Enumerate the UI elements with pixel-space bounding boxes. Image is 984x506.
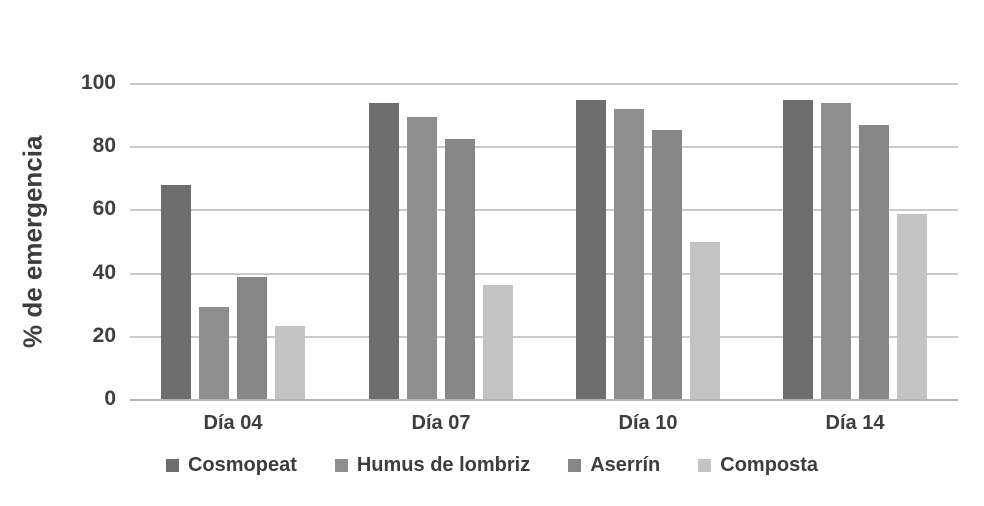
- legend-swatch-icon: [568, 459, 582, 472]
- legend-swatch-icon: [698, 459, 712, 472]
- x-axis-label: Día 10: [618, 412, 678, 434]
- gridline: [130, 335, 958, 338]
- gridline: [130, 272, 958, 275]
- bar: [237, 276, 267, 400]
- bar: [652, 129, 682, 400]
- y-tick-label: 60: [92, 197, 116, 221]
- gridline: [130, 83, 958, 85]
- bar: [407, 117, 437, 400]
- legend-item: Humus de lombriz: [334, 454, 531, 477]
- bar: [161, 185, 191, 400]
- bar: [783, 99, 813, 400]
- y-tick-label: 20: [92, 323, 116, 347]
- legend-swatch-icon: [334, 459, 348, 472]
- bar: [821, 102, 851, 400]
- legend-label: Composta: [720, 454, 819, 476]
- bar: [576, 99, 606, 400]
- legend-item: Composta: [698, 454, 818, 477]
- bar-group: [576, 84, 720, 400]
- legend-swatch-icon: [165, 459, 179, 472]
- plot-area: 0 20 40 60 80 100: [81, 71, 958, 410]
- y-tick-label: 80: [92, 134, 116, 158]
- y-tick-label: 0: [104, 387, 116, 410]
- chart-legend: Cosmopeat Humus de lombriz Aserrín Composta: [0, 454, 984, 477]
- gridline: [130, 209, 958, 212]
- x-axis-label: Día 07: [411, 412, 471, 434]
- bar-group: [783, 84, 927, 400]
- legend-label: Humus de lombriz: [356, 454, 531, 476]
- bar: [483, 284, 513, 400]
- bar: [897, 213, 927, 400]
- bar: [369, 102, 399, 400]
- y-axis-title: % de emergencia: [17, 135, 48, 349]
- bar: [690, 242, 720, 400]
- x-axis-label: Día 14: [825, 412, 885, 434]
- legend-item: Aserrín: [568, 454, 660, 477]
- bar: [275, 325, 305, 400]
- gridline: [130, 146, 958, 149]
- bar: [199, 306, 229, 400]
- bar: [445, 139, 475, 400]
- bar-group: [161, 84, 305, 400]
- y-tick-label: 100: [80, 71, 116, 94]
- bar: [859, 125, 889, 400]
- x-axis-line: [130, 399, 958, 401]
- bar: [614, 109, 644, 400]
- bar-group: [369, 84, 513, 400]
- legend-label: Cosmopeat: [187, 454, 297, 476]
- legend-label: Aserrín: [590, 454, 661, 476]
- y-tick-label: 40: [92, 260, 116, 284]
- x-axis-label: Día 04: [203, 412, 263, 434]
- legend-item: Cosmopeat: [165, 454, 297, 477]
